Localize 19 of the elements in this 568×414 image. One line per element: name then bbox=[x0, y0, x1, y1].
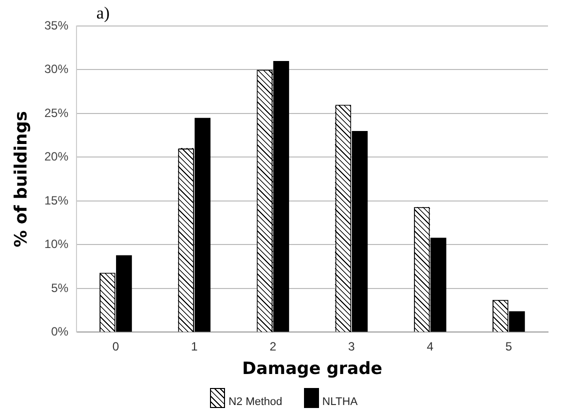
x-tick-label: 2 bbox=[270, 340, 277, 354]
chart-title: a) bbox=[96, 3, 110, 22]
x-axis-title: Damage grade bbox=[242, 359, 382, 380]
y-tick-label: 20% bbox=[44, 150, 69, 164]
y-tick-label: 25% bbox=[44, 106, 69, 120]
y-tick-label: 15% bbox=[44, 193, 69, 208]
y-tick-label: 0% bbox=[51, 324, 69, 339]
x-tick-label: 3 bbox=[348, 340, 356, 354]
x-tick-label: 0 bbox=[112, 340, 120, 354]
y-tick-label: 5% bbox=[51, 280, 69, 295]
y-axis-title: % of buildings bbox=[12, 110, 32, 248]
x-tick-label: 5 bbox=[505, 340, 512, 354]
legend-label: N2 Method bbox=[228, 396, 282, 408]
y-tick-label: 10% bbox=[44, 237, 69, 252]
x-tick-label: 1 bbox=[190, 340, 198, 354]
y-tick-label: 30% bbox=[44, 62, 69, 76]
x-tick-label: 4 bbox=[426, 340, 434, 354]
legend-label: NLTHA bbox=[322, 396, 358, 408]
y-tick-label: 35% bbox=[44, 18, 69, 32]
